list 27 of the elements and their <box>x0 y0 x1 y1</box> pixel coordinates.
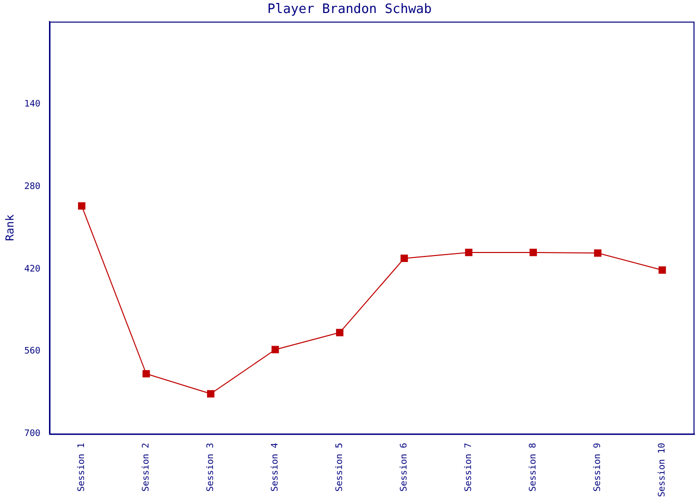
y-tick-label: 700 <box>24 429 40 440</box>
point <box>465 248 472 256</box>
point <box>272 346 279 354</box>
x-tick-label: Session 4 <box>270 442 281 492</box>
point <box>658 266 666 274</box>
x-tick-label: Session 5 <box>335 442 346 492</box>
x-tick-label: Session 10 <box>658 442 668 498</box>
y-tick-label: 140 <box>24 99 40 110</box>
x-tick-label: Session 8 <box>528 442 539 492</box>
chart-title: Player Brandon Schwab <box>267 2 432 18</box>
point <box>594 249 602 257</box>
point <box>530 248 537 256</box>
x-tick-label: Session 6 <box>400 442 410 492</box>
x-tick-label: Session 9 <box>593 442 604 492</box>
x-tick-label: Session 7 <box>464 442 474 492</box>
y-axis-title: Rank <box>3 214 16 241</box>
point <box>78 202 86 210</box>
x-tick-label: Session 1 <box>77 442 88 492</box>
x-tick-label: Session 2 <box>142 442 152 492</box>
y-tick-label: 420 <box>24 264 40 274</box>
point <box>142 370 150 378</box>
point <box>207 390 214 398</box>
point <box>336 328 344 336</box>
point <box>400 254 408 262</box>
x-tick-label: Session 3 <box>206 442 216 492</box>
y-tick-label: 560 <box>24 346 40 357</box>
y-tick-label: 280 <box>24 182 40 192</box>
